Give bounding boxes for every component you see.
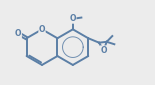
- Text: O: O: [15, 29, 22, 38]
- Text: O: O: [100, 46, 107, 55]
- Text: O: O: [70, 14, 76, 23]
- Text: O: O: [39, 25, 45, 34]
